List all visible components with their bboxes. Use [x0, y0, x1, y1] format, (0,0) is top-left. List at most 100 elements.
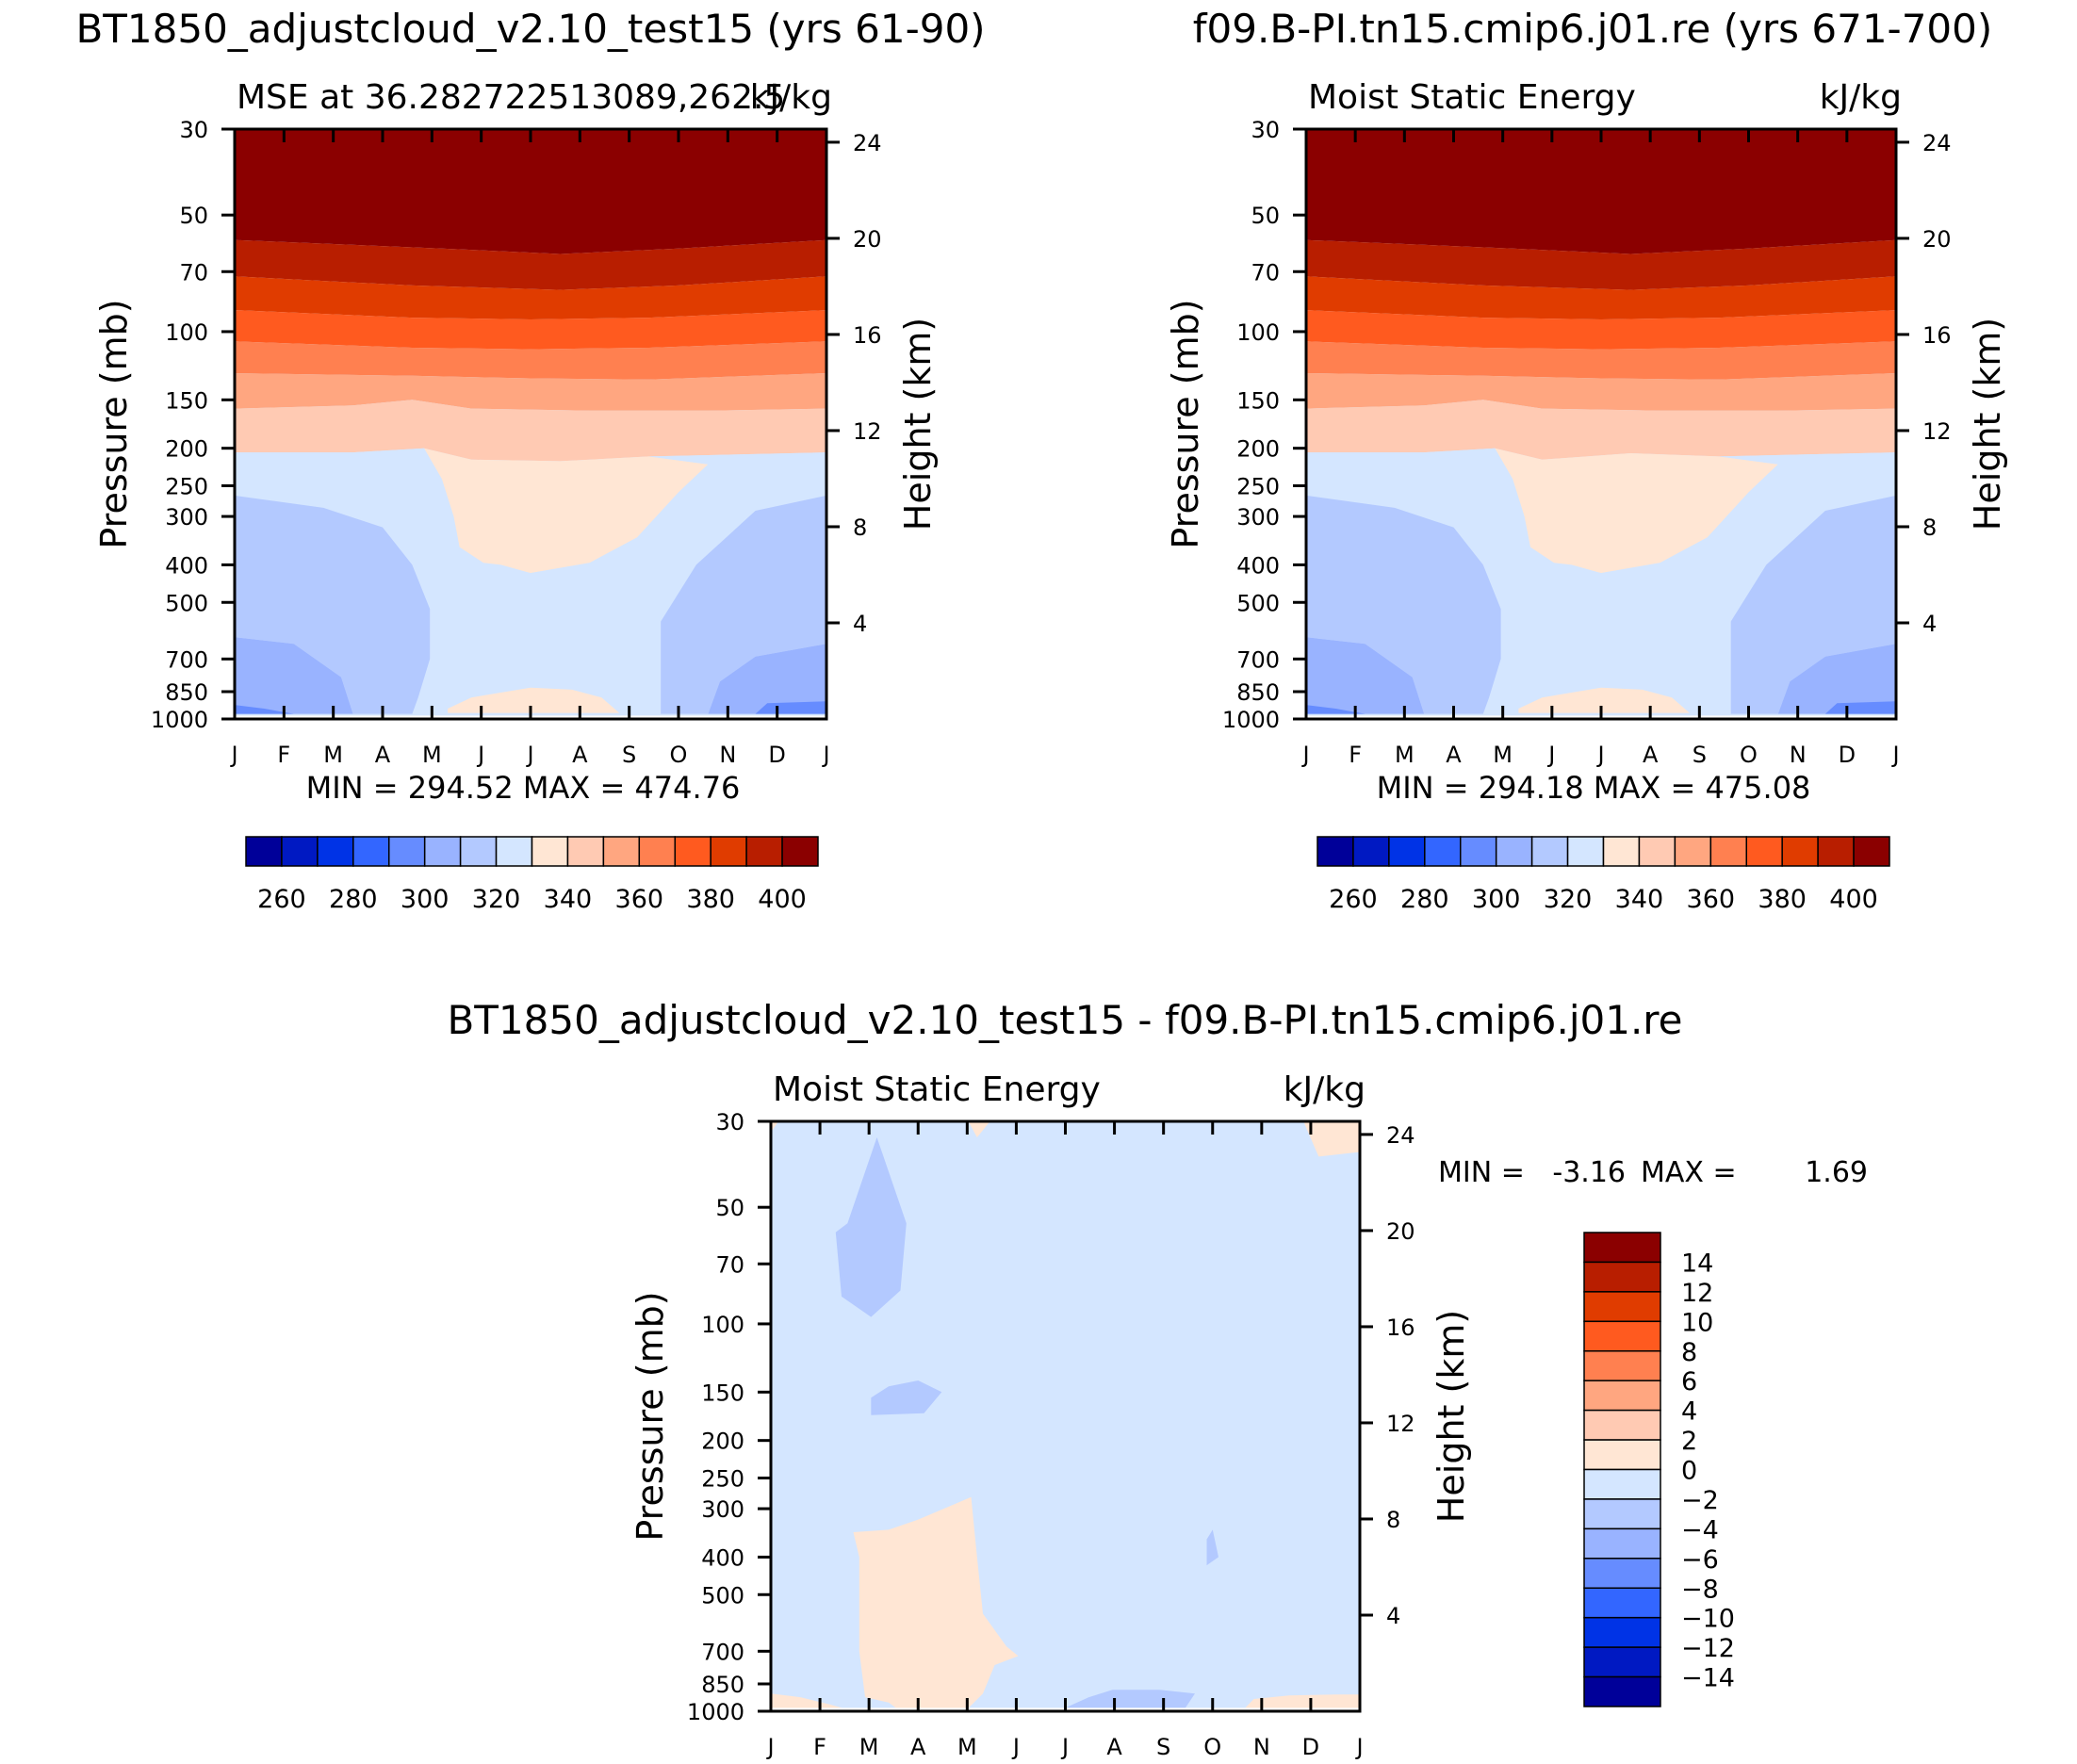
- contour-band-3: [1303, 1121, 1360, 1157]
- y-tick-label: 150: [701, 1380, 744, 1406]
- colorbar-label: 380: [1758, 885, 1807, 914]
- height-tick-label: 12: [853, 418, 882, 445]
- contour-band-8: [424, 448, 709, 574]
- x-tick-label: D: [1839, 742, 1856, 768]
- y-tick-label: 300: [1236, 504, 1280, 531]
- x-tick-label: D: [768, 742, 785, 768]
- y-tick-label: 200: [165, 436, 208, 463]
- contour-band-2: [968, 1121, 990, 1137]
- y-tick-label: 500: [1236, 590, 1280, 616]
- colorbar-swatch: [1583, 1646, 1661, 1678]
- colorbar-swatch: [1583, 1527, 1661, 1560]
- contour-band-9: [1242, 1694, 1360, 1711]
- min-label: MIN =: [1438, 1156, 1525, 1189]
- panel-1-title: BT1850_adjustcloud_v2.10_test15 (yrs 61-…: [75, 6, 985, 52]
- colorbar-label: −14: [1681, 1664, 1735, 1693]
- panel-units: kJ/kg: [750, 78, 832, 117]
- height-tick-label: 20: [1922, 226, 1952, 253]
- colorbar-swatch: [602, 836, 641, 867]
- y-tick-label: 1000: [151, 707, 208, 733]
- colorbar-label: 360: [1687, 885, 1736, 914]
- colorbar-swatch: [1317, 836, 1354, 867]
- colorbar-swatch: [1460, 836, 1497, 867]
- contour-band-6: [235, 373, 826, 411]
- x-tick-label: F: [277, 742, 290, 768]
- contour-band-4: [835, 1137, 907, 1317]
- height-tick-label: 20: [853, 226, 882, 253]
- colorbar-label: 400: [758, 885, 807, 914]
- y-tick-label: 70: [715, 1251, 744, 1278]
- colorbar-label: 360: [615, 885, 664, 914]
- y-tick-label: 30: [179, 117, 208, 143]
- x-tick-label: J: [1300, 742, 1309, 768]
- y-tick-label: 70: [1251, 259, 1280, 286]
- contour-band-13: [235, 637, 353, 714]
- contour-band-15: [1306, 705, 1366, 714]
- x-tick-label: J: [821, 742, 829, 768]
- x-tick-label: J: [1546, 742, 1555, 768]
- colorbar-label: 300: [401, 885, 450, 914]
- height-tick-label: 24: [1386, 1122, 1415, 1149]
- x-tick-label: O: [1740, 742, 1758, 768]
- contour-band-9: [1306, 448, 1896, 714]
- panel-subtitle: Moist Static Energy: [1308, 78, 1636, 117]
- colorbar-label: −12: [1681, 1634, 1735, 1663]
- contour-band-4: [235, 310, 826, 350]
- y-tick-label: 500: [165, 590, 208, 616]
- x-tick-label: J: [1011, 1734, 1020, 1760]
- contour-band-3: [235, 276, 826, 319]
- x-tick-label: A: [375, 742, 391, 768]
- height-tick-label: 4: [853, 611, 867, 637]
- y-tick-label: 400: [701, 1544, 744, 1571]
- max-label: MAX =: [1641, 1156, 1737, 1189]
- colorbar-swatch: [1817, 836, 1855, 867]
- height-tick-label: 4: [1386, 1603, 1400, 1629]
- contour-band-3: [1306, 276, 1896, 319]
- contour-band-1: [1306, 129, 1896, 254]
- contour-band-14: [708, 644, 826, 714]
- y-tick-label: 700: [701, 1639, 744, 1665]
- colorbar-swatch: [1583, 1232, 1661, 1264]
- y-tick-label: 150: [165, 387, 208, 414]
- height-tick-label: 12: [1386, 1411, 1415, 1437]
- x-tick-label: F: [813, 1734, 826, 1760]
- height-tick-label: 16: [853, 322, 882, 349]
- colorbar-swatch: [1583, 1468, 1661, 1500]
- y-tick-label: 850: [701, 1672, 744, 1698]
- colorbar-swatch: [1583, 1675, 1661, 1707]
- colorbar-label: 6: [1681, 1367, 1697, 1396]
- x-tick-label: O: [1203, 1734, 1221, 1760]
- contour-fill: [1306, 129, 1896, 719]
- colorbar-label: 2: [1681, 1427, 1697, 1456]
- colorbar-label: 14: [1681, 1249, 1713, 1278]
- x-tick-label: S: [622, 742, 636, 768]
- contour-band-4: [1306, 310, 1896, 350]
- y-tick-label: 400: [165, 552, 208, 579]
- x-tick-label: O: [670, 742, 688, 768]
- contour-band-16: [1824, 701, 1896, 714]
- height-tick-label: 8: [853, 514, 867, 541]
- colorbar-label: 260: [1329, 885, 1378, 914]
- x-tick-label: S: [1693, 742, 1707, 768]
- y-tick-label: 100: [701, 1312, 744, 1338]
- y-tick-label: 250: [701, 1466, 744, 1493]
- contour-band-11: [1306, 495, 1501, 714]
- colorbar-label: 400: [1829, 885, 1878, 914]
- colorbar-label: 320: [472, 885, 521, 914]
- height-tick-label: 4: [1922, 611, 1937, 637]
- plot-panel-2: Moist Static Energy kJ/kg J F M A M J J A S O N D J 30 5…: [1165, 78, 2008, 768]
- colorbar-swatch: [781, 836, 819, 867]
- colorbar-label: 260: [257, 885, 306, 914]
- x-tick-label: A: [910, 1734, 926, 1760]
- x-tick-label: S: [1156, 1734, 1170, 1760]
- y-tick-label: 50: [715, 1195, 744, 1221]
- colorbar-swatch: [1583, 1409, 1661, 1441]
- contour-fill: [771, 1121, 1360, 1711]
- colorbar-swatch: [1583, 1439, 1661, 1471]
- contour-band-6: [1306, 373, 1896, 411]
- x-tick-label: J: [229, 742, 237, 768]
- colorbar-swatch: [1566, 836, 1605, 867]
- colorbar-swatch: [1583, 1261, 1661, 1293]
- height-tick-label: 8: [1922, 514, 1937, 541]
